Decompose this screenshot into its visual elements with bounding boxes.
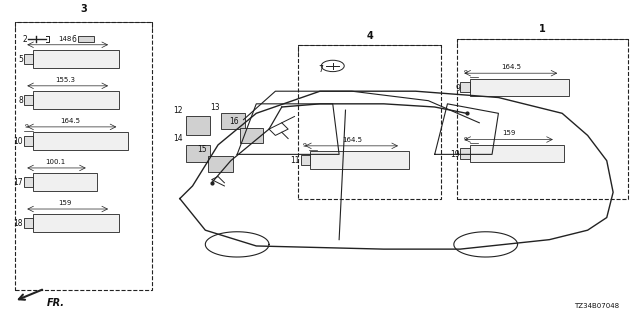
Text: 13: 13 bbox=[211, 103, 220, 112]
Text: 7: 7 bbox=[319, 65, 324, 74]
Text: 1: 1 bbox=[539, 24, 546, 34]
Text: 12: 12 bbox=[173, 106, 183, 115]
Bar bbox=[24, 95, 33, 105]
Text: 164.5: 164.5 bbox=[501, 64, 521, 70]
Bar bbox=[33, 173, 97, 191]
Text: 4: 4 bbox=[366, 31, 373, 41]
Bar bbox=[460, 148, 470, 159]
Bar bbox=[301, 155, 310, 165]
Bar bbox=[24, 136, 33, 146]
Text: 159: 159 bbox=[502, 130, 515, 136]
Bar bbox=[310, 151, 409, 169]
Bar bbox=[470, 145, 564, 162]
Text: 9: 9 bbox=[25, 124, 29, 129]
Bar bbox=[457, 39, 628, 199]
Text: 100.1: 100.1 bbox=[45, 159, 66, 165]
Bar bbox=[221, 113, 246, 129]
Text: 5: 5 bbox=[19, 55, 24, 64]
Bar bbox=[460, 82, 470, 92]
Text: 8: 8 bbox=[19, 96, 24, 105]
Bar bbox=[78, 36, 94, 42]
Bar bbox=[24, 177, 33, 187]
Text: 11: 11 bbox=[290, 156, 300, 165]
Text: 9: 9 bbox=[303, 143, 307, 148]
Bar bbox=[209, 156, 233, 172]
Text: 19: 19 bbox=[451, 150, 460, 159]
Text: TZ34B07048: TZ34B07048 bbox=[574, 303, 620, 309]
Bar bbox=[186, 145, 211, 162]
Bar bbox=[470, 79, 568, 96]
Text: 3: 3 bbox=[81, 4, 88, 14]
Text: 164.5: 164.5 bbox=[60, 118, 80, 124]
Bar bbox=[186, 116, 211, 135]
Text: 10: 10 bbox=[13, 137, 22, 146]
Bar bbox=[24, 54, 33, 64]
Bar bbox=[33, 214, 119, 232]
Text: 16: 16 bbox=[230, 117, 239, 126]
Text: 9: 9 bbox=[463, 137, 467, 142]
Text: 2: 2 bbox=[22, 35, 27, 44]
Text: FR.: FR. bbox=[47, 298, 65, 308]
Bar bbox=[33, 50, 119, 68]
Bar bbox=[33, 91, 119, 108]
Text: 17: 17 bbox=[13, 178, 22, 187]
Text: 6: 6 bbox=[72, 35, 76, 44]
Bar bbox=[33, 132, 127, 150]
Text: 15: 15 bbox=[198, 145, 207, 154]
Text: 148: 148 bbox=[58, 36, 72, 42]
Bar bbox=[298, 45, 441, 199]
Text: 159: 159 bbox=[58, 200, 72, 206]
Bar bbox=[24, 218, 33, 228]
Bar bbox=[241, 128, 262, 143]
Text: 164.5: 164.5 bbox=[342, 137, 362, 143]
Text: 9: 9 bbox=[463, 70, 467, 76]
Text: 155.3: 155.3 bbox=[55, 77, 75, 83]
Text: 18: 18 bbox=[13, 219, 22, 228]
Bar bbox=[15, 22, 152, 290]
Text: 9: 9 bbox=[455, 84, 460, 92]
Text: 14: 14 bbox=[173, 134, 183, 143]
